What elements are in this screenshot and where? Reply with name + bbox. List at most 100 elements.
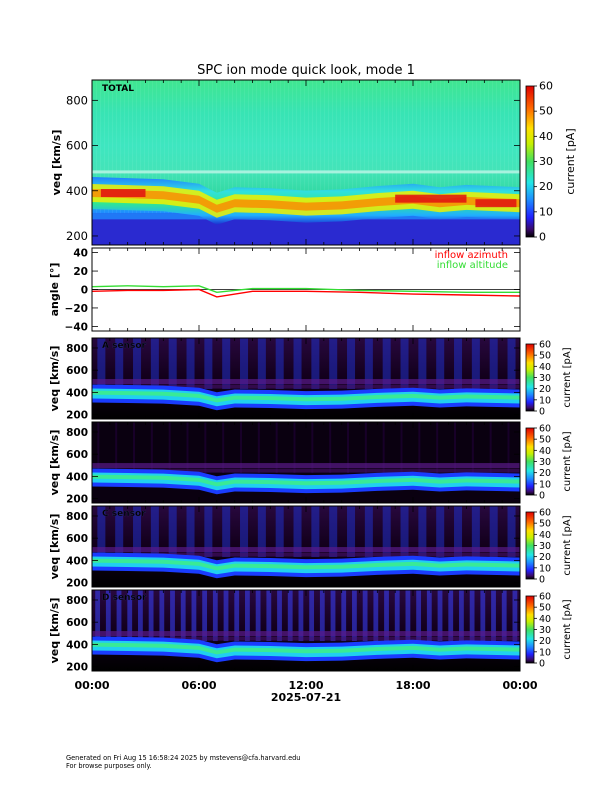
sweep-column <box>180 590 186 642</box>
heatmap-band-peak <box>92 390 520 403</box>
sweep-column <box>240 422 243 474</box>
heatmap-band-peak <box>92 558 520 571</box>
heatmap-row <box>92 468 520 473</box>
y-tick-label: 200 <box>66 229 88 243</box>
sweep-column <box>436 506 445 558</box>
sweep-column <box>222 338 231 390</box>
colorbar-tick-label: 10 <box>539 205 553 218</box>
y-axis-label: angle [°] <box>48 263 61 317</box>
sweep-column <box>186 422 189 474</box>
colorbar-label: current [pA] <box>562 347 573 407</box>
sweep-column <box>309 590 315 642</box>
sweep-column <box>362 590 368 642</box>
colorbar-tick-label: 30 <box>539 457 551 468</box>
legend-entry: inflow altitude <box>437 260 508 271</box>
y-tick-label: 0 <box>81 285 88 297</box>
sweep-column <box>212 590 218 642</box>
y-tick-label: 600 <box>66 139 88 153</box>
sweep-column <box>186 338 195 390</box>
sweep-column <box>298 590 304 642</box>
sensor-heatmap-3 <box>92 422 520 503</box>
sweep-column <box>418 506 427 558</box>
panel-axes-4: 200 400 600 800 veq [km/s] <box>48 505 521 590</box>
sweep-column <box>471 338 480 390</box>
colorbar-tick-label: 60 <box>539 424 551 435</box>
sweep-column <box>277 590 282 642</box>
sweep-column <box>311 422 314 474</box>
y-tick-label: 800 <box>66 93 88 107</box>
heatmap-row <box>92 379 520 385</box>
colorbar-tick-label: 10 <box>539 563 551 574</box>
sweep-column <box>454 422 457 474</box>
sweep-column <box>405 590 411 642</box>
x-tick-label: 00:00 <box>502 679 537 692</box>
sweep-column <box>489 338 498 390</box>
figure-title: SPC ion mode quick look, mode 1 <box>197 63 415 78</box>
panel-label: A sensor <box>102 341 147 351</box>
y-tick-label: 200 <box>66 578 88 590</box>
colorbar-tick-label: 50 <box>539 435 551 446</box>
footer-generated: Generated on Fri Aug 15 16:58:24 2025 by… <box>66 754 301 762</box>
y-axis-label: veq [km/s] <box>48 346 61 412</box>
y-tick-label: 400 <box>66 555 88 567</box>
sweep-column <box>448 590 454 642</box>
colorbar-label: current [pA] <box>562 431 573 491</box>
sweep-column <box>275 338 284 390</box>
sweep-column <box>234 590 240 642</box>
heatmap-row <box>92 552 520 557</box>
sweep-column <box>222 422 225 474</box>
sweep-column <box>394 590 400 642</box>
colorbar-tick-label: 20 <box>539 552 551 563</box>
sweep-column <box>245 590 250 642</box>
sweep-column <box>507 422 510 474</box>
footer: Generated on Fri Aug 15 16:58:24 2025 by… <box>66 754 301 770</box>
colorbar-gradient <box>525 511 535 580</box>
y-tick-label: 600 <box>66 449 88 461</box>
y-tick-label: −40 <box>65 321 88 333</box>
panel-axes-2: 200 400 600 800 veq [km/s] <box>48 337 521 422</box>
y-tick-label: −20 <box>65 303 88 315</box>
sweep-column <box>347 506 356 558</box>
sweep-column <box>95 590 101 642</box>
sweep-column <box>507 338 516 390</box>
y-tick-label: 400 <box>66 639 88 651</box>
x-tick-label: 12:00 <box>288 679 323 692</box>
colorbar-tick-label: 60 <box>539 508 551 519</box>
sweep-column <box>471 422 474 474</box>
sweep-column <box>319 590 325 642</box>
sweep-column <box>400 422 403 474</box>
sweep-column <box>341 590 347 642</box>
sweep-column <box>116 590 122 642</box>
x-tick-label: 00:00 <box>74 679 109 692</box>
sweep-column <box>257 422 260 474</box>
sweep-column <box>97 338 106 390</box>
colorbar-tick-label: 30 <box>539 541 551 552</box>
sweep-column <box>352 590 357 642</box>
heatmap-row <box>92 384 520 389</box>
sweep-column <box>168 422 171 474</box>
heatmap-row <box>92 636 520 641</box>
sweep-column <box>133 506 142 558</box>
sweep-column <box>293 422 296 474</box>
sweep-column <box>138 590 143 642</box>
sweep-column <box>240 338 249 390</box>
series-line-0 <box>91 288 521 298</box>
sweep-column <box>293 506 302 558</box>
sensor-heatmap-4: C sensor <box>92 506 520 587</box>
colorbar-label: current [pA] <box>562 515 573 575</box>
sweep-column <box>204 506 213 558</box>
sweep-column <box>255 590 261 642</box>
panel-axes-3: 200 400 600 800 veq [km/s] <box>48 421 521 506</box>
sweep-column <box>384 590 389 642</box>
panel-axes-5: 200 400 600 800 veq [km/s] 00:00 06:00 12:00 18:… <box>48 589 538 692</box>
sweep-column <box>97 422 100 474</box>
sweep-column <box>436 338 445 390</box>
sweep-column <box>418 422 421 474</box>
sensor-heatmap-5: D sensor <box>92 590 520 671</box>
series-line-1 <box>91 285 520 294</box>
y-axis-label: veq [km/s] <box>48 598 61 664</box>
sweep-column <box>266 590 272 642</box>
